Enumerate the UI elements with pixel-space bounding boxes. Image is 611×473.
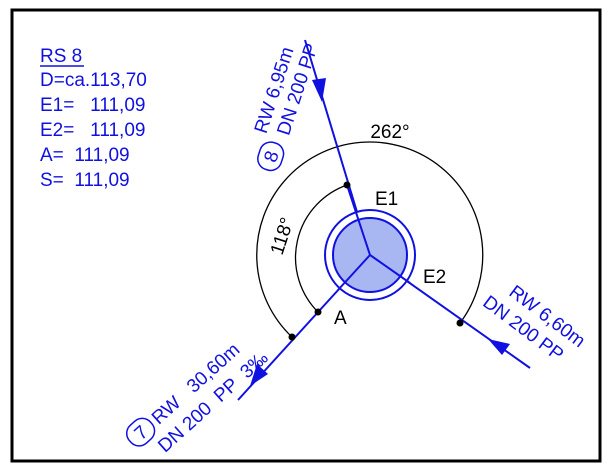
pipe-label-group: RW 6,60m DN 200 PP (479, 282, 589, 366)
pipe-number-box (125, 417, 156, 447)
connection-label: E2 (423, 267, 446, 288)
node-dot (314, 308, 322, 316)
info-line: D=ca.113,70 (40, 70, 147, 91)
node-dot (456, 319, 464, 327)
angle-arc (256, 141, 484, 338)
connection-label: A (334, 308, 347, 329)
frame (10, 8, 602, 463)
angle-arc (294, 184, 348, 313)
angle-label: 118° (267, 215, 299, 258)
info-line: E1= 111,09 (40, 95, 145, 116)
flow-arrow (250, 364, 268, 386)
manhole-connections (337, 184, 411, 291)
pipe-number-box (257, 141, 285, 172)
info-title: RS 8 (40, 46, 82, 67)
connection-label: E1 (375, 189, 398, 210)
angle-label: 262° (370, 122, 409, 143)
pipe-number: 8 (260, 148, 283, 165)
info-line: S= 111,09 (40, 170, 130, 191)
pipe-label-group: 7 RW 30,60m DN 200 PP 3‰ (125, 339, 272, 457)
info-line: E2= 111,09 (40, 120, 145, 141)
pipe-label-group: RW 6,95m DN 200 PP 8 (251, 41, 323, 172)
flow-arrow (312, 78, 326, 102)
node-dot (288, 333, 296, 341)
info-line: A= 111,09 (40, 145, 130, 166)
node-dot (343, 181, 351, 189)
flow-arrow (488, 339, 510, 355)
